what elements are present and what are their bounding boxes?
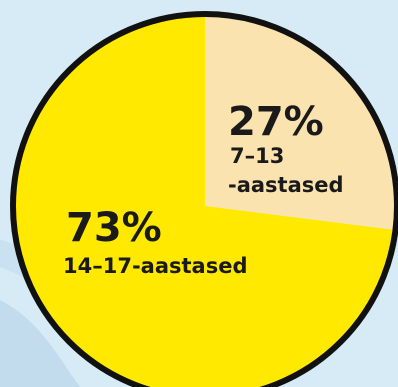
slice-7-13-label-line-2: -aastased: [228, 173, 344, 197]
pie-slice-0: [205, 14, 398, 231]
pie-slice-1: [13, 14, 396, 387]
slice-14-17-percent-label: 73%: [66, 205, 162, 251]
background-swirl: [0, 300, 80, 387]
pie-slices: [13, 14, 398, 387]
pie-outline: [10, 11, 398, 387]
slice-14-17-label: 14–17-aastased: [63, 254, 248, 278]
slice-7-13-label-line-1: 7–13: [230, 144, 284, 168]
slice-7-13-percent-label: 27%: [228, 99, 324, 145]
